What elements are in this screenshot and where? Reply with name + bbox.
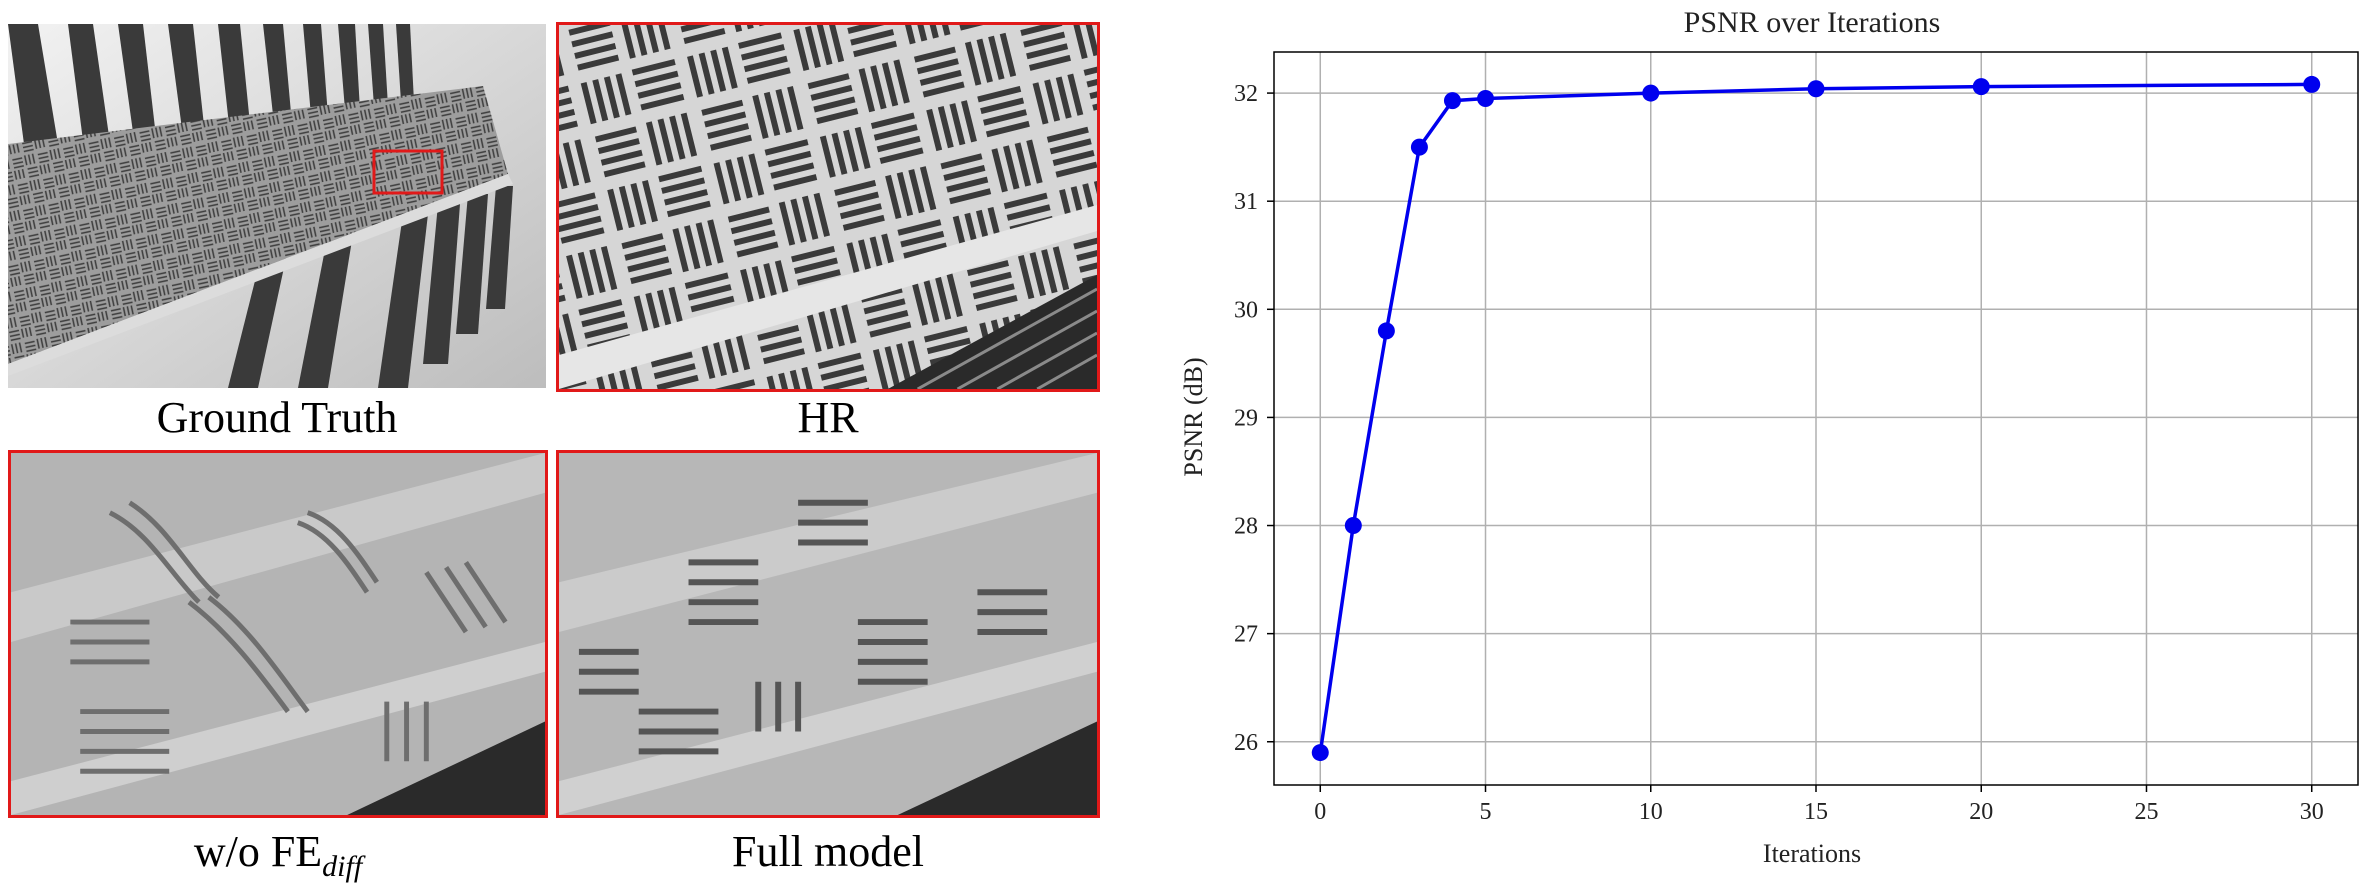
data-point [2303,75,2321,93]
data-point [1410,138,1428,156]
y-tick-label: 32 [1234,81,1258,107]
x-tick-label: 15 [1804,799,1828,825]
caption-ground-truth: Ground Truth [156,393,398,442]
without-fediff-crop-image [8,450,548,818]
x-tick-label: 25 [2134,799,2158,825]
data-points [1311,75,2321,762]
chart-title: PSNR over Iterations [1684,6,1941,39]
x-tick-label: 0 [1314,799,1326,825]
caption-without-fediff-main: w/o FE [193,827,323,876]
x-tick-label: 10 [1639,799,1663,825]
data-point [1344,517,1362,535]
plot-frame [1273,51,2359,786]
y-tick-label: 29 [1234,405,1258,431]
data-point [1972,78,1990,96]
y-axis-label: PSNR (dB) [1179,357,1208,476]
caption-full-model: Full model [732,827,924,876]
data-point [1311,744,1329,762]
chart-grid [1274,52,2358,785]
data-point [1807,80,1825,98]
x-tick-label: 5 [1480,799,1492,825]
psnr-chart: PSNR over Iterations 0 5 10 15 20 25 30 26 27 28… [1179,6,2359,868]
hr-crop-image [556,22,1100,392]
y-tick-label: 31 [1234,189,1258,215]
data-point [1477,89,1495,107]
series-line [1318,82,2312,753]
y-tick-label: 28 [1234,514,1258,540]
y-tick-label: 26 [1234,730,1258,756]
x-tick-label: 30 [2300,799,2324,825]
y-axis-ticks: 26 27 28 29 30 31 32 [1234,81,1274,756]
y-tick-label: 27 [1234,622,1258,648]
caption-without-fediff: w/o FEdiff [8,826,548,884]
data-point [1443,92,1461,110]
data-point [1642,84,1660,102]
caption-without-fediff-subscript: diff [322,850,363,883]
x-axis-ticks: 0 5 10 15 20 25 30 [1314,785,2324,825]
x-axis-label: Iterations [1763,839,1861,868]
caption-hr: HR [797,393,859,442]
data-point [1377,322,1395,340]
x-tick-label: 20 [1969,799,1993,825]
y-tick-label: 30 [1234,297,1258,323]
ground-truth-image [8,24,546,388]
full-model-crop-image [556,450,1100,818]
